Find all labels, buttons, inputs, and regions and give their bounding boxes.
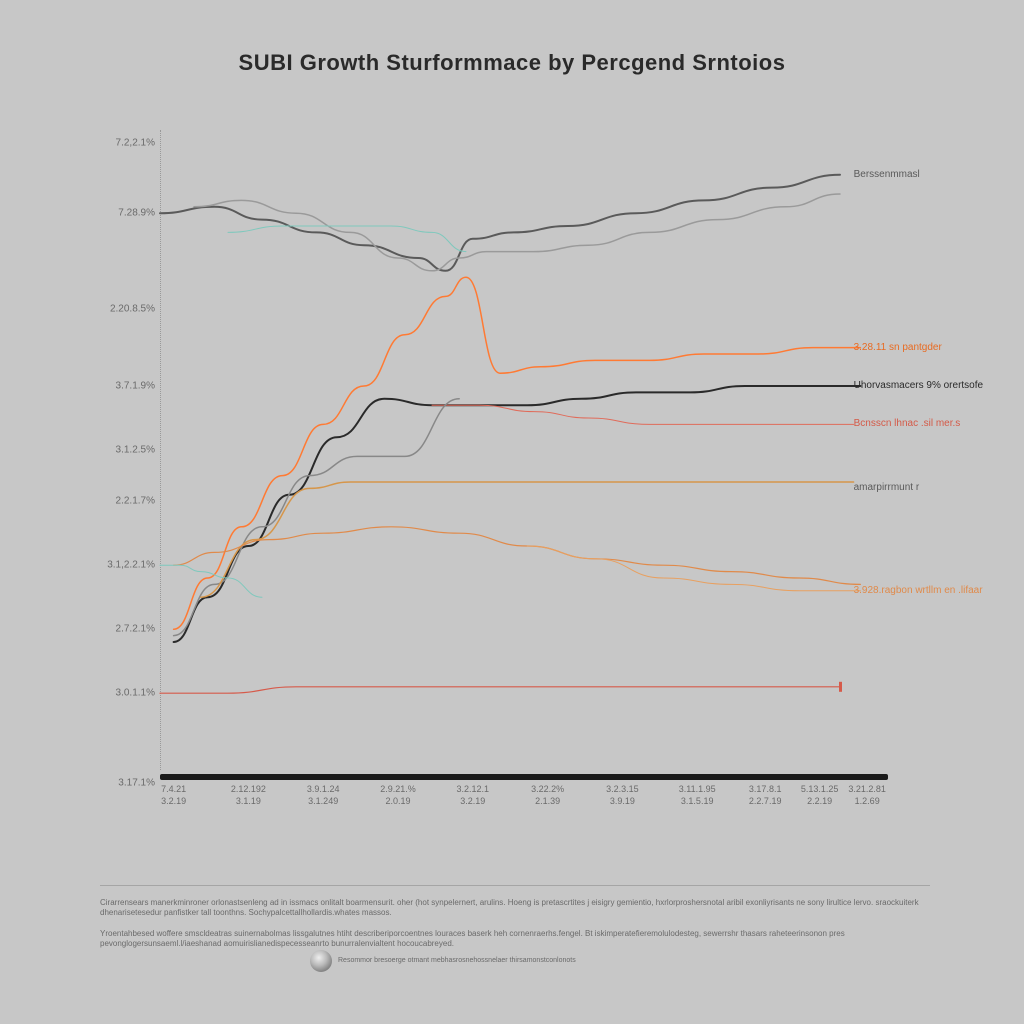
series-line bbox=[432, 405, 854, 424]
source-logo-icon bbox=[310, 950, 332, 972]
source-text: Resommor bresoerge otmant mebhasrosnehos… bbox=[338, 957, 576, 965]
footnote-1: Cirarrensears manerkminroner orlonastsen… bbox=[100, 898, 930, 919]
series-label: Berssenmmasl bbox=[854, 169, 920, 180]
series-line bbox=[201, 482, 854, 597]
series-label: Bcnsscn lhnac .sil mer.s bbox=[854, 418, 961, 429]
source-emblem: Resommor bresoerge otmant mebhasrosnehos… bbox=[310, 950, 576, 972]
series-label: 3.928.ragbon wrtllm en .lifaar bbox=[854, 585, 983, 596]
series-label: amarpirrmunt r bbox=[854, 482, 920, 493]
chart-title: SUBI Growth Sturformmace by Percgend Srn… bbox=[0, 50, 1024, 76]
chart-area: 7.2,2.1%7.28.9%2.20.8.5%3.7.1.9%3.1.2.5%… bbox=[100, 110, 930, 830]
series-label: 3.28.11 sn pantgder bbox=[854, 342, 942, 353]
series-line bbox=[160, 687, 840, 693]
series-line bbox=[174, 277, 861, 629]
series-label: Uhorvasmacers 9% orertsofe bbox=[854, 380, 984, 391]
series-line bbox=[228, 226, 466, 252]
series-line bbox=[174, 527, 861, 585]
footnote-2: Yroentahbesed woffere smscldeatras suine… bbox=[100, 929, 930, 950]
footnotes: Cirarrensears manerkminroner orlonastsen… bbox=[100, 885, 930, 960]
series-line bbox=[160, 565, 262, 597]
series-line bbox=[160, 175, 840, 271]
series-line bbox=[174, 399, 460, 636]
chart-lines bbox=[100, 110, 930, 830]
